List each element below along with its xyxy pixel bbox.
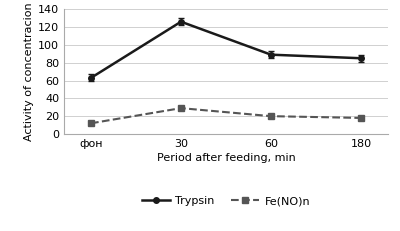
Legend: Trypsin, Fe(NO)n: Trypsin, Fe(NO)n (137, 192, 315, 211)
X-axis label: Period after feeding, min: Period after feeding, min (157, 153, 295, 163)
Y-axis label: Activity of concentracion: Activity of concentracion (24, 2, 34, 141)
